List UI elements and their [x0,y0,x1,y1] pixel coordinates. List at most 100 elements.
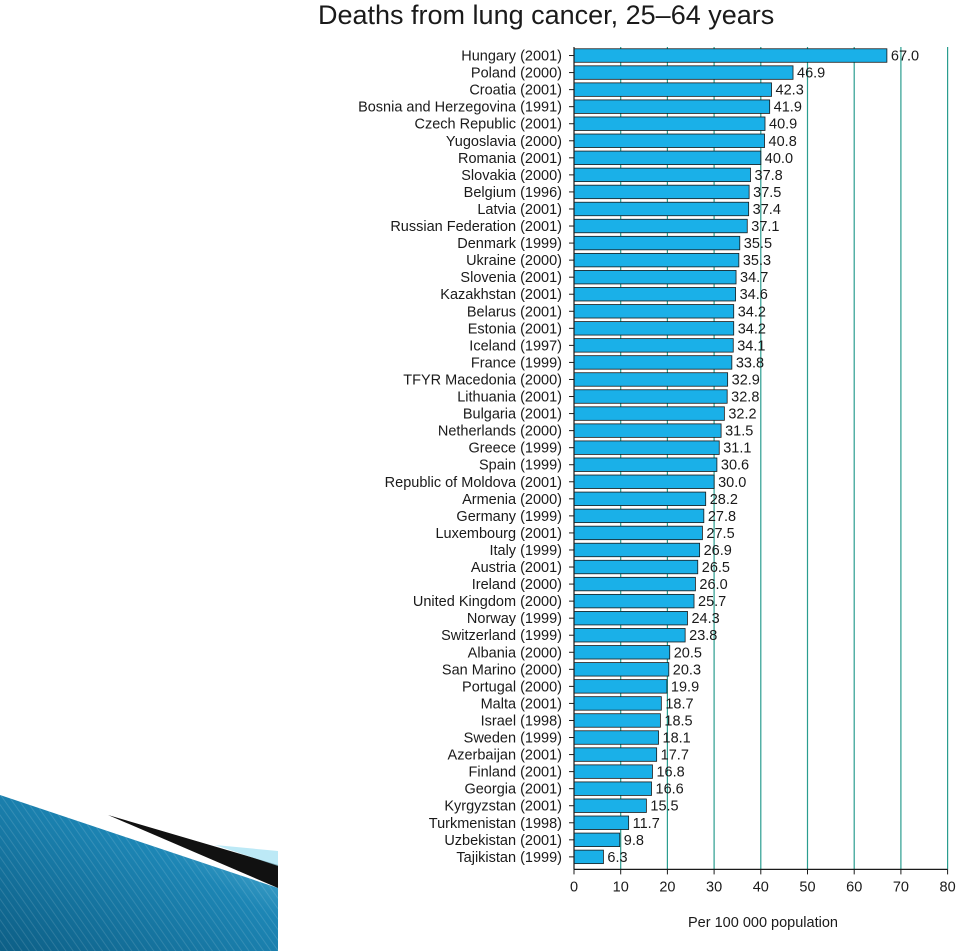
category-label: Finland (2001) [469,765,563,781]
bar [573,252,740,268]
bar [573,815,630,830]
bar [573,133,765,148]
category-label: Ireland (2000) [472,577,562,593]
data-label: 32.8 [731,390,759,406]
category-label: Sweden (1999) [464,731,562,747]
category-label: Bosnia and Herzegovina (1991) [358,100,562,116]
data-label: 24.3 [691,611,719,627]
category-labels: Hungary (2001)Poland (2000)Croatia (2001… [358,49,562,866]
data-label: 15.5 [650,799,678,815]
decor-wedge-black [108,815,278,888]
data-label: 35.5 [744,236,772,252]
data-label: 37.5 [753,185,781,201]
x-tick-label: 70 [893,879,909,895]
bar [573,184,750,200]
bar [573,747,658,762]
category-label: Czech Republic (2001) [415,117,563,133]
data-label: 20.5 [674,645,702,661]
bar [573,611,688,626]
data-label: 40.0 [765,151,793,167]
data-label: 33.8 [736,355,764,371]
decor-wedge-highlight [215,845,278,866]
x-tick-label: 60 [846,879,862,895]
data-label: 11.7 [633,816,660,832]
bar [573,764,653,779]
bar [573,48,888,63]
bar [573,218,748,234]
bar [573,849,604,865]
category-label: Latvia (2001) [477,202,562,218]
bar [573,713,661,728]
bar [573,99,771,114]
bar [573,662,670,677]
category-label: Hungary (2001) [461,49,562,65]
data-label: 42.3 [776,83,804,99]
bar [573,576,696,592]
data-label: 30.0 [718,475,746,491]
data-label: 9.8 [624,833,644,849]
data-label: 27.5 [706,526,734,542]
bar [573,372,729,387]
category-label: Belarus (2001) [467,304,562,320]
category-label: Norway (1999) [467,611,562,627]
category-label: Greece (1999) [469,441,563,457]
data-label: 18.1 [663,731,691,747]
category-label: Azerbaijan (2001) [448,748,562,764]
data-label: 18.7 [665,696,693,712]
category-label: Ukraine (2000) [466,253,562,269]
bar [573,201,750,217]
x-tick-label: 50 [799,879,815,895]
category-label: San Marino (2000) [442,662,562,678]
category-label: Italy (1999) [489,543,562,559]
decor-wedge-texture [0,795,278,951]
bar [573,696,662,711]
category-label: Armenia (2000) [462,492,562,508]
x-tick-label: 40 [753,879,769,895]
bar [573,82,772,97]
category-label: Luxembourg (2001) [435,526,562,542]
data-label: 28.2 [710,492,738,508]
data-label: 26.0 [699,577,727,593]
data-label: 34.2 [738,304,766,320]
data-label: 34.7 [740,270,768,286]
category-label: Kyrgyzstan (2001) [444,799,562,815]
bar [573,628,686,643]
data-label: 34.2 [738,321,766,337]
category-label: TFYR Macedonia (2000) [403,372,562,388]
bar [573,457,718,472]
bar [573,287,736,302]
data-label: 37.4 [753,202,781,218]
x-tick-label: 20 [659,879,675,895]
x-tick-label: 10 [613,879,629,895]
data-label: 27.8 [708,509,736,525]
category-label: Georgia (2001) [464,782,562,798]
data-label: 25.7 [698,594,726,610]
bar [573,116,766,131]
bar [573,679,668,694]
bar [573,321,735,336]
x-axis: 0 10 20 30 40 50 60 70 80 [569,47,956,895]
value-labels: 67.0 46.942.341.940.940.840.037.837.537.4… [607,49,919,866]
data-label: 18.5 [664,713,692,729]
category-label: Albania (2000) [468,645,562,661]
category-label: Slovenia (2001) [460,270,562,286]
data-label: 26.9 [704,543,732,559]
category-label: Netherlands (2000) [438,424,562,440]
data-label: 19.9 [671,679,699,695]
category-label: Poland (2000) [471,66,562,82]
category-label: Portugal (2000) [462,679,562,695]
x-axis-title: Per 100 000 population [688,915,838,931]
category-label: Estonia (2001) [468,321,562,337]
data-label: 37.8 [755,168,783,184]
data-label: 17.7 [661,748,689,764]
category-label: France (1999) [471,355,562,371]
bar [573,270,737,285]
bar [573,167,751,183]
category-label: Israel (1998) [481,713,562,729]
category-label: Turkmenistan (1998) [429,816,562,832]
category-label: Germany (1999) [456,509,562,525]
category-label: Yugoslavia (2000) [446,134,562,150]
data-label: 16.8 [656,765,684,781]
category-label: Russian Federation (2001) [390,219,562,235]
bar [573,781,652,796]
